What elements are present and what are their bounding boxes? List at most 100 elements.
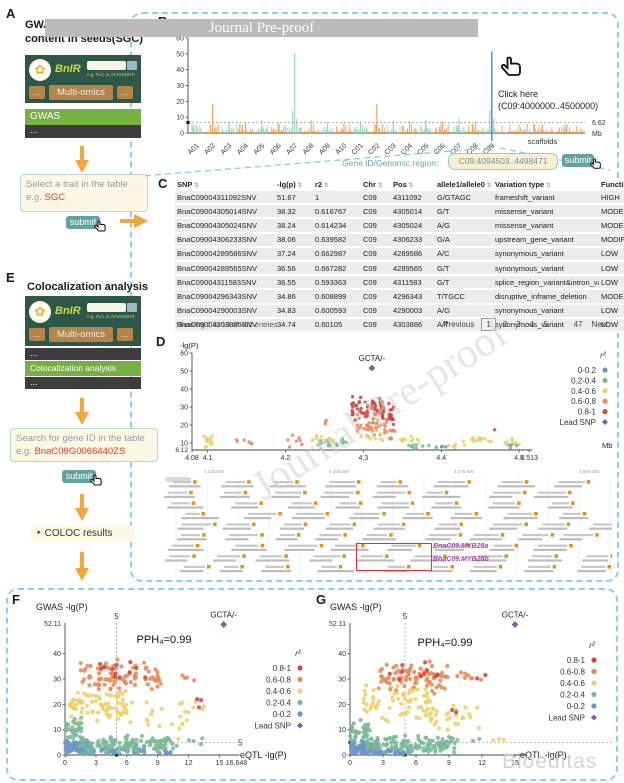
svg-text:0.6-0.8: 0.6-0.8 [560, 668, 585, 677]
submit-trait-button[interactable]: submit [66, 216, 100, 229]
panel-c-label: C [158, 176, 168, 191]
region-submit-button[interactable]: submit [562, 154, 594, 167]
svg-text:10: 10 [53, 727, 61, 734]
sort-icon[interactable]: ⇅ [544, 183, 551, 189]
svg-text:0.8-1: 0.8-1 [273, 664, 292, 673]
column-header[interactable]: r2 ⇅ [313, 178, 361, 191]
svg-text:40: 40 [176, 67, 184, 74]
mockup-menu-right[interactable]: ... [117, 328, 133, 341]
svg-text:30: 30 [176, 83, 184, 90]
arrow-down-icon [75, 398, 89, 425]
table-row: BnaC09004296343SNV 34.86 0.608899 C09 429634… [175, 289, 624, 305]
arrow-down-icon [75, 552, 89, 581]
svg-text:10: 10 [176, 115, 184, 122]
svg-text:4.4: 4.4 [436, 455, 446, 462]
select-trait-text: Select a trait in the table [26, 179, 128, 190]
mockup-menu-left[interactable]: ... [29, 86, 45, 99]
column-header[interactable]: allele1/allele0 ⇅ [435, 178, 493, 191]
column-header[interactable]: Pos ⇅ [391, 178, 435, 191]
column-header[interactable]: SNP ⇅ [175, 178, 275, 191]
svg-text:10: 10 [338, 727, 346, 734]
track-position-label: 4,250,000 [329, 469, 350, 474]
mockup-colocalization-menu-item[interactable]: Colocalization analysis [25, 361, 141, 376]
gene-annotation-track[interactable]: 4,125,000 4,250,000 4,375,000 4,500,000 [162, 468, 612, 576]
submit-gene-button[interactable]: submit [62, 470, 96, 483]
svg-text:0.2-0.4: 0.2-0.4 [571, 376, 596, 385]
genomic-region-input[interactable]: C09:4094503..4498471 [448, 153, 558, 170]
page-button: … [556, 320, 565, 329]
svg-text:scaffolds: scaffolds [528, 137, 558, 146]
bnir-flower-logo-icon: ✿ [29, 301, 51, 323]
sort-icon[interactable]: ⇅ [406, 183, 414, 189]
panel-d-label: D [156, 334, 166, 349]
page-button[interactable]: 3 [516, 320, 521, 329]
page-button[interactable]: Previous [443, 320, 475, 329]
svg-text:0.4-0.6: 0.4-0.6 [571, 387, 596, 396]
mockup-search-button[interactable] [127, 61, 137, 70]
mockup-menu-item-bottom[interactable]: ... [25, 377, 141, 389]
cursor-hand-icon [590, 158, 601, 169]
arrow-down-icon [75, 494, 89, 521]
page-button[interactable]: 5 [543, 320, 548, 329]
sort-icon[interactable]: ⇅ [192, 183, 200, 189]
svg-text:6: 6 [125, 760, 129, 767]
svg-text:9: 9 [156, 760, 160, 767]
svg-text:60: 60 [176, 36, 184, 43]
sort-icon[interactable]: ⇅ [295, 183, 303, 189]
svg-text:50: 50 [180, 369, 188, 376]
arrow-down-icon [75, 146, 89, 173]
cursor-hand-icon [94, 220, 106, 232]
svg-text:0: 0 [180, 131, 184, 138]
mockup-menu-multi-omics[interactable]: Multi-omics [49, 327, 113, 342]
coloc-scatter-g[interactable]: 0 3 6 9 12 15 0 10 20 30 40 52.11 GWAS -lg(P) eQTL -l… [318, 594, 618, 776]
bnir-logo-text: BnIR [55, 305, 81, 317]
table-row: BnaC09004289586SNV 37.24 0.662987 C09 428958… [175, 246, 624, 262]
column-header[interactable]: -lg(p) ⇅ [275, 178, 313, 191]
coloc-scatter-f[interactable]: 0 3 6 9 12 15 16.648 0 10 20 30 40 52.11 GWAS -lg(P) e… [14, 594, 314, 776]
column-header[interactable]: Variation type ⇅ [493, 178, 599, 191]
mockup-search-input[interactable] [87, 61, 126, 70]
svg-text:52.11: 52.11 [329, 621, 346, 628]
column-header[interactable]: Chr ⇅ [361, 178, 391, 191]
svg-text:9: 9 [447, 760, 451, 767]
table-row: BnaC09004289565SNV 36.56 0.667282 C09 428956… [175, 260, 624, 277]
search-gene-value: BnaC09G0066440ZS [34, 446, 126, 457]
table-row: BnaC09004306233SNV 38.06 0.639582 C09 430623… [175, 232, 624, 248]
svg-text:40: 40 [53, 651, 61, 658]
mockup-menu-multi-omics[interactable]: Multi-omics [49, 85, 113, 100]
mockup-search-input[interactable] [87, 303, 126, 312]
mockup-gwas-menu-item[interactable]: GWAS [25, 109, 141, 125]
page-button[interactable]: 1 [481, 318, 496, 331]
cursor-hand-icon [90, 474, 102, 486]
mockup-menu-left[interactable]: ... [29, 328, 45, 341]
page-button[interactable]: 4 [529, 320, 535, 329]
svg-text:eQTL -lg(P): eQTL -lg(P) [240, 750, 287, 760]
table-pagination: Previous 1 2 3 4 5 … 47 Next [441, 318, 610, 331]
page-button[interactable]: 47 [573, 320, 583, 329]
sort-icon[interactable]: ⇅ [484, 183, 492, 189]
page-button[interactable]: 2 [502, 320, 508, 329]
svg-text:GWAS -lg(P): GWAS -lg(P) [330, 602, 382, 612]
sort-icon[interactable]: ⇅ [375, 183, 383, 189]
svg-text:5: 5 [403, 612, 408, 621]
svg-text:0.2-0.4: 0.2-0.4 [560, 691, 585, 700]
svg-text:0.4-0.6: 0.4-0.6 [266, 687, 291, 696]
track-position-label: 4,125,000 [204, 469, 225, 474]
mockup-menu-item-top[interactable]: ... [25, 348, 141, 360]
svg-text:0.8-1: 0.8-1 [567, 656, 586, 665]
mockup-menu-right[interactable]: ... [117, 86, 133, 99]
svg-text:0: 0 [342, 753, 346, 760]
svg-text:12: 12 [185, 760, 193, 767]
svg-text:6.62: 6.62 [592, 120, 606, 127]
svg-text:30: 30 [53, 677, 61, 684]
column-header[interactable]: Function type ⇅ [599, 178, 624, 191]
svg-text:5: 5 [238, 738, 243, 747]
mockup-search-button[interactable] [127, 303, 137, 312]
page-button[interactable]: Next [591, 320, 608, 329]
bnir-flower-logo-icon: ✿ [29, 59, 51, 81]
locuszoom-chart[interactable]: 4.08 4.1 4.2 4.3 4.4 4.54.513 10 20 30 40 50 60 6.12… [158, 340, 620, 468]
sort-icon[interactable]: ⇅ [322, 183, 329, 189]
svg-text:4.513: 4.513 [520, 455, 538, 462]
mockup-more-menu-item[interactable]: ... [25, 125, 141, 138]
svg-text:40: 40 [338, 651, 346, 658]
